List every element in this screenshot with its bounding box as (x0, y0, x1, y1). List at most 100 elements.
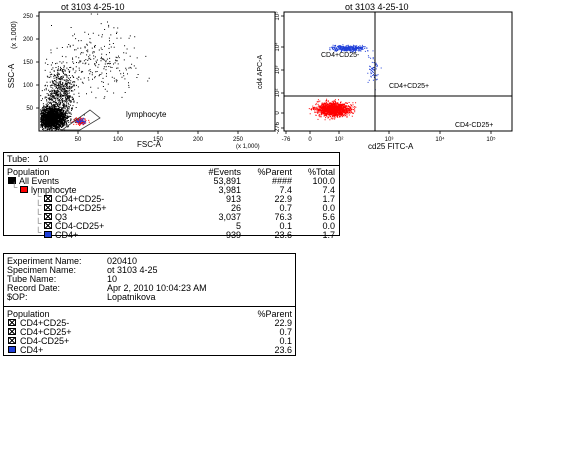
y-axis-label: cd4 APC-A (257, 55, 264, 90)
event-dots (73, 117, 87, 125)
population-swatch-icon (44, 231, 52, 238)
info-field: $OP: Lopatnikova (7, 292, 292, 302)
table-row: └ CD4+ 939 23.6 1.7 (7, 227, 335, 240)
population-name: CD4+CD25+ (55, 203, 107, 213)
tree-connector: └ (35, 227, 42, 237)
event-dots (308, 98, 357, 121)
table-row: └ CD4+CD25+ 26 0.7 0.0 (7, 200, 335, 213)
y-tick-label: 250 (23, 14, 34, 20)
table-row: └ CD4-CD25+ 5 0.1 0.0 (7, 218, 335, 231)
population-name: CD4+ (20, 345, 44, 355)
x-tick-label: 10³ (385, 137, 394, 143)
field-label: Tube Name: (7, 274, 57, 284)
plot2-title: ot 3103 4-25-10 (345, 2, 409, 12)
x-tick-label: 10² (335, 137, 344, 143)
parent-value: 22.9 (274, 194, 292, 204)
total-value: 0.0 (322, 203, 335, 213)
field-label: Experiment Name: (7, 256, 82, 266)
plot2-frame (283, 11, 513, 132)
y-tick-label: 10⁵ (274, 11, 281, 21)
table-row: CD4+CD25- 22.9 (7, 318, 292, 328)
population-name: All Events (19, 176, 60, 186)
scatter-events (40, 13, 150, 131)
tree-connector: └ (35, 218, 42, 228)
x-tick-label: 50 (75, 137, 82, 143)
events-value: 939 (225, 230, 241, 240)
population-swatch-icon (8, 177, 16, 184)
lymphocyte-gate (60, 109, 101, 131)
population-swatch-icon (8, 319, 16, 326)
info-field: Experiment Name: 020410 (7, 256, 292, 266)
quadrant-ur-label: CD4+CD25+ (389, 83, 429, 90)
events-value: 26 (230, 203, 241, 213)
parent-value: 0.1 (279, 221, 292, 231)
parent-value: 22.9 (274, 318, 292, 328)
gate-label: lymphocyte (126, 110, 167, 119)
y-tick-label: -276 (275, 121, 281, 134)
x-tick-label: 200 (193, 137, 204, 143)
field-value: 020410 (107, 256, 138, 266)
x-tick-label: 100 (113, 137, 124, 143)
population-name: CD4+ (55, 230, 79, 240)
parent-value: 0.7 (279, 327, 292, 337)
parent-value: 76.3 (274, 212, 292, 222)
x-unit: (x 1,000) (236, 144, 260, 150)
tube-value: 10 (38, 154, 49, 164)
population-swatch-icon (44, 222, 52, 229)
y-axis-label: SSC-A (7, 63, 16, 88)
y-unit: (x 1,000) (11, 21, 18, 49)
table-row: └ CD4+CD25- 913 22.9 1.7 (7, 191, 335, 204)
x-tick-label: 10⁴ (435, 136, 445, 143)
col-events: #Events (208, 167, 241, 177)
population-name: CD4+CD25- (20, 318, 70, 328)
total-value: 7.4 (322, 185, 335, 195)
tube-label: Tube: (7, 154, 30, 164)
events-value: 3,037 (218, 212, 241, 222)
population-swatch-icon (20, 186, 28, 193)
x-tick-label: 10⁵ (486, 136, 496, 143)
population-name: lymphocyte (31, 185, 77, 195)
tree-connector: └ (11, 182, 18, 192)
events-value: 5 (235, 221, 241, 231)
tree-connector: └ (35, 191, 42, 201)
total-value: 5.6 (322, 212, 335, 222)
population-swatch-icon (44, 195, 52, 202)
x-axis-ticks: 50 100 150 200 250 (75, 131, 244, 143)
y-tick-label: 150 (23, 60, 34, 66)
population-name: CD4+CD25- (55, 194, 105, 204)
parent-value: 23.6 (274, 345, 292, 355)
fsc-ssc-dot-plot: 250 200 150 100 50 50 100 150 200 250 lymphocyte… (7, 11, 276, 150)
col-total: %Total (307, 167, 335, 177)
experiment-info-panel: Experiment Name: 020410 Specimen Name: ot 3… (3, 253, 296, 356)
parent-value: 0.1 (279, 336, 292, 346)
y-axis-ticks: 10⁵ 10⁴ 10³ 10² 0 -276 (274, 11, 284, 134)
total-value: 1.7 (322, 194, 335, 204)
table-row: CD4+ 23.6 (7, 345, 292, 355)
y-tick-label: 100 (23, 83, 34, 89)
y-tick-label: 50 (26, 106, 33, 112)
event-dots (329, 44, 369, 53)
field-value: ot 3103 4-25 (107, 265, 158, 275)
col-population: Population (7, 309, 50, 319)
x-axis-label: FSC-A (137, 140, 162, 149)
population-swatch-icon (44, 204, 52, 211)
table-row: All Events 53,891 #### 100.0 (7, 176, 335, 186)
total-value: 0.0 (322, 221, 335, 231)
y-tick-label: 0 (275, 111, 281, 115)
field-label: Specimen Name: (7, 265, 77, 275)
x-tick-label: -76 (282, 137, 291, 143)
field-value: Apr 2, 2010 10:04:23 AM (107, 283, 207, 293)
parent-value: 23.6 (274, 230, 292, 240)
field-label: $OP: (7, 292, 28, 302)
total-value: 1.7 (322, 230, 335, 240)
population-swatch-icon (8, 337, 16, 344)
x-axis-label: cd25 FITC-A (368, 142, 414, 151)
info-field: Tube Name: 10 (7, 274, 292, 284)
table-row: └ lymphocyte 3,981 7.4 7.4 (7, 182, 335, 195)
table-row: CD4+CD25+ 0.7 (7, 327, 292, 337)
field-value: 10 (107, 274, 118, 284)
statistics-table: Tube: 10 Population #Events %Parent %Tot… (3, 152, 340, 240)
population-name: CD4-CD25+ (20, 336, 70, 346)
col-parent: %Parent (257, 309, 292, 319)
tree-connector: └ (35, 209, 42, 219)
